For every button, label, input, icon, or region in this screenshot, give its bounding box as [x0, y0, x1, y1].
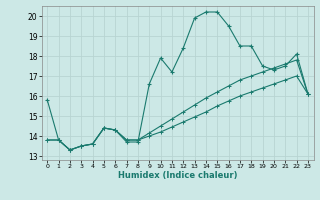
- X-axis label: Humidex (Indice chaleur): Humidex (Indice chaleur): [118, 171, 237, 180]
